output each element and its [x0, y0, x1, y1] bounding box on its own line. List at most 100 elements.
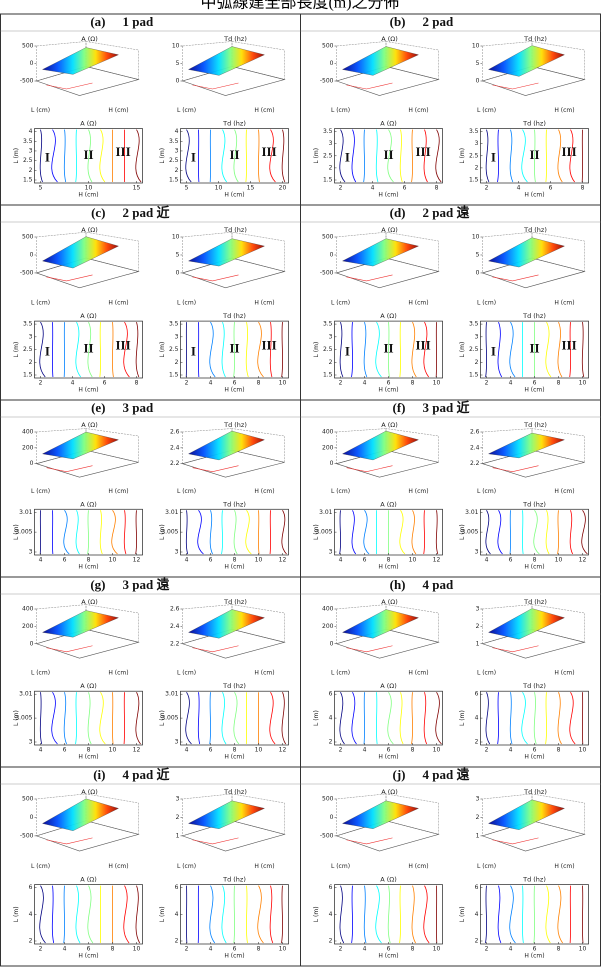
axis-box: [36, 604, 87, 645]
z-tick-label: 0: [30, 814, 34, 821]
y-tick-label: 2: [475, 359, 479, 366]
x-tick-label: 2: [339, 946, 343, 953]
contour-line: [257, 321, 264, 378]
contour-line: [522, 510, 524, 555]
x-axis-label: H (cm): [78, 564, 98, 571]
y-tick-label: 3: [175, 147, 179, 154]
x-tick-label: 2: [339, 380, 343, 387]
x-tick-label: 2: [339, 747, 343, 754]
x-tick-label: 2: [485, 946, 489, 953]
surface: [42, 798, 119, 831]
y-tick-label: 2.5: [169, 346, 179, 353]
y-axis-label: H (cm): [108, 300, 128, 307]
contour-line: [387, 129, 394, 183]
contour-line: [411, 692, 414, 745]
y-tick-label: 3: [329, 333, 333, 340]
y-tick-label: 2: [175, 938, 179, 945]
contour-line: [533, 885, 535, 944]
panel-name: 2 pad 近: [123, 205, 170, 220]
contour-line: [509, 885, 516, 944]
x-tick-label: 8: [557, 380, 561, 387]
z-tick-label: 500: [322, 796, 334, 803]
y-tick-label: 1.5: [169, 177, 179, 184]
contour-line: [545, 321, 552, 378]
z-tick-label: 1: [476, 832, 480, 839]
y-tick-label: 2: [329, 359, 333, 366]
plot-title: Td (hz): [523, 35, 547, 43]
y-tick-label: 3.005: [15, 529, 32, 536]
z-tick-label: 2.2: [470, 460, 480, 467]
z-tick-label: -500: [320, 77, 334, 84]
x-tick-label: 12: [133, 557, 141, 564]
contour-line: [363, 692, 365, 745]
x-tick-label: 6: [387, 747, 391, 754]
panel-label: (d): [390, 205, 406, 220]
y-axis-label: L (m): [13, 148, 20, 164]
z-tick-label: 2.2: [170, 460, 180, 467]
plot-title: Td (hz): [223, 35, 247, 43]
surface-contour: [192, 645, 239, 653]
y-tick-label: 3: [475, 140, 479, 147]
plot-title: A (Ω): [381, 35, 398, 43]
z-tick-label: 500: [322, 234, 334, 241]
y-tick-label: 2.5: [323, 346, 333, 353]
surface: [342, 430, 419, 461]
x-tick-label: 15: [133, 185, 141, 192]
x-axis-label: L (cm): [331, 670, 350, 677]
x-tick-label: 6: [63, 557, 67, 564]
y-tick-label: 2.5: [323, 152, 333, 159]
contour-line: [51, 691, 58, 745]
contour-line: [63, 510, 70, 555]
contour-line: [63, 885, 66, 944]
region-label: III: [261, 144, 276, 159]
contour-line: [51, 129, 58, 183]
x-tick-label: 4: [517, 185, 521, 192]
x-tick-label: 8: [233, 747, 237, 754]
y-tick-label: 3.5: [23, 321, 33, 328]
x-axis-label: L (cm): [477, 670, 496, 677]
z-tick-label: 400: [322, 429, 334, 436]
plot-title: A (Ω): [381, 226, 398, 234]
z-tick-label: 200: [22, 444, 34, 451]
contour-line: [281, 129, 286, 183]
contour-line: [375, 321, 382, 378]
contour-line: [485, 510, 491, 555]
x-axis-label: L (cm): [31, 488, 50, 495]
contour-line: [569, 322, 572, 378]
x-tick-label: 4: [185, 747, 189, 754]
y-axis-label: H (cm): [254, 107, 274, 114]
plot-title: A (Ω): [81, 598, 98, 606]
region-label: II: [383, 147, 393, 162]
contour-line: [281, 322, 284, 378]
z-tick-label: 2.6: [170, 606, 180, 613]
contour-line: [339, 321, 344, 378]
y-tick-label: 4: [175, 911, 179, 918]
x-tick-label: 8: [411, 946, 415, 953]
x-axis-label: H (cm): [524, 192, 544, 199]
panel-label: (b): [390, 14, 406, 29]
z-tick-label: 2.4: [170, 444, 180, 451]
y-tick-label: 3.01: [19, 691, 33, 698]
contour-line: [281, 692, 286, 745]
y-axis-label: L (m): [459, 710, 466, 726]
x-tick-label: 2: [485, 747, 489, 754]
contour-line: [509, 692, 513, 745]
x-tick-label: 6: [233, 946, 237, 953]
y-axis-label: L (m): [313, 524, 320, 540]
contour-line: [135, 510, 138, 555]
contour-line: [497, 129, 500, 183]
x-tick-label: 10: [433, 380, 441, 387]
region-label: III: [115, 144, 130, 159]
y-tick-label: 6: [475, 884, 479, 891]
plot-title: A (Ω): [81, 421, 98, 429]
y-tick-label: 3.5: [169, 138, 179, 145]
x-tick-label: 2: [485, 185, 489, 192]
plot-title: A (Ω): [380, 876, 397, 884]
x-tick-label: 4: [363, 946, 367, 953]
x-tick-label: 10: [255, 747, 263, 754]
contour-line: [87, 885, 94, 944]
plot-title: A (Ω): [380, 500, 397, 508]
surface-contour: [46, 82, 93, 90]
surface: [188, 238, 265, 267]
surface-contour: [346, 82, 393, 90]
